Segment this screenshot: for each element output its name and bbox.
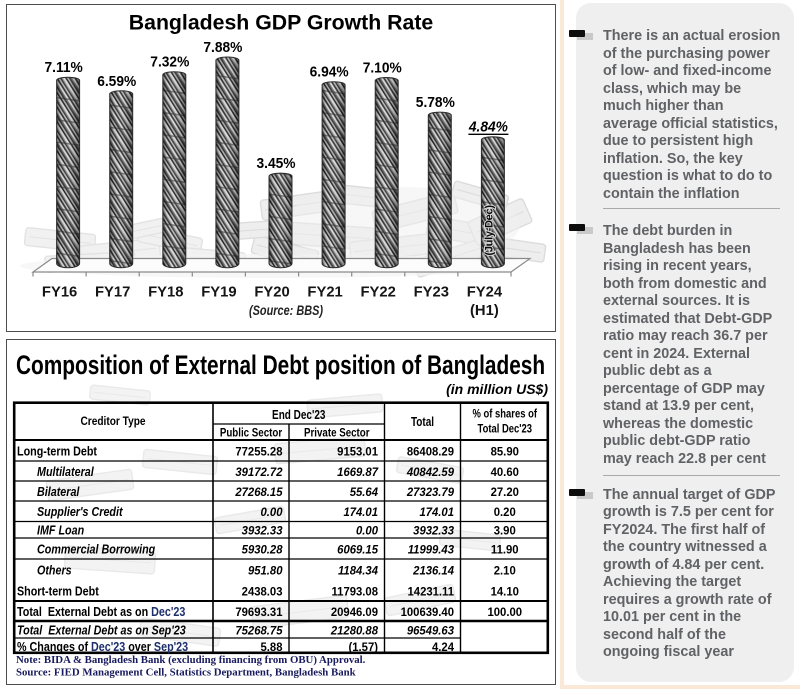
svg-text:6069.15: 6069.15 [337,542,378,557]
svg-text:(July-Dec): (July-Dec) [484,205,496,256]
svg-text:5930.28: 5930.28 [242,542,283,557]
svg-text:Public Sector: Public Sector [220,427,283,440]
svg-text:79693.31: 79693.31 [235,604,283,619]
svg-text:Source: FIED Management Cell,: Source: FIED Management Cell, Statistics… [16,667,356,679]
svg-text:FY16: FY16 [42,285,77,301]
svg-text:20946.09: 20946.09 [331,604,379,619]
svg-text:(Source: BBS): (Source: BBS) [249,303,323,319]
svg-text:FY19: FY19 [201,285,236,301]
svg-text:Total: Total [411,416,434,429]
svg-text:Commercial Borrowing: Commercial Borrowing [37,541,156,556]
svg-text:FY21: FY21 [307,285,342,301]
svg-text:Bangladesh GDP Growth Rate: Bangladesh GDP Growth Rate [129,10,434,34]
svg-text:(1.57): (1.57) [348,639,378,654]
svg-text:75268.75: 75268.75 [235,623,283,638]
svg-text:4.24: 4.24 [432,639,454,654]
svg-text:100639.40: 100639.40 [401,604,455,619]
svg-text:2136.14: 2136.14 [412,563,454,578]
svg-text:Multilateral: Multilateral [37,464,94,479]
svg-text:39172.72: 39172.72 [235,464,283,479]
svg-text:Composition of External Debt p: Composition of External Debt position of… [16,351,545,381]
svg-text:End Dec'23: End Dec'23 [272,409,325,422]
svg-text:FY24: FY24 [467,285,503,301]
svg-text:(H1): (H1) [470,303,499,319]
svg-text:Note: BIDA & Bangladesh Bank (: Note: BIDA & Bangladesh Bank (excluding … [16,654,366,666]
svg-text:6.94%: 6.94% [310,63,349,79]
svg-text:2438.03: 2438.03 [242,584,283,599]
svg-text:11999.43: 11999.43 [408,542,455,557]
svg-text:3932.33: 3932.33 [413,523,454,538]
svg-text:40.60: 40.60 [491,464,520,479]
svg-text:5.88: 5.88 [261,639,283,654]
svg-text:Total External Debt as on Sep: Total External Debt as on Sep'23 [17,622,186,637]
svg-text:174.01: 174.01 [343,505,378,520]
svg-text:14231.11: 14231.11 [408,584,455,599]
svg-text:FY22: FY22 [361,285,396,301]
svg-text:Short-term Debt: Short-term Debt [17,583,99,598]
svg-text:7.88%: 7.88% [203,39,242,55]
svg-text:Bilateral: Bilateral [37,484,80,499]
svg-text:3.45%: 3.45% [256,155,295,171]
svg-text:3932.33: 3932.33 [242,523,283,538]
svg-text:7.11%: 7.11% [44,59,83,75]
svg-text:Creditor Type: Creditor Type [80,415,145,428]
svg-text:11793.08: 11793.08 [332,584,379,599]
svg-text:21280.88: 21280.88 [330,623,378,638]
svg-text:40842.59: 40842.59 [406,464,454,479]
svg-text:27268.15: 27268.15 [234,484,282,499]
svg-text:(in million US$): (in million US$) [446,381,548,397]
svg-text:Total Dec'23: Total Dec'23 [478,423,533,436]
svg-text:2.10: 2.10 [494,563,516,578]
svg-text:4.84%: 4.84% [468,118,508,134]
svg-text:Total External Debt as on Dec: Total External Debt as on Dec'23 [17,604,186,619]
svg-text:55.64: 55.64 [350,484,379,499]
svg-text:6.59%: 6.59% [97,72,136,88]
svg-text:0.20: 0.20 [494,505,516,520]
svg-text:Private Sector: Private Sector [304,427,370,440]
svg-text:96549.63: 96549.63 [407,623,455,638]
svg-text:100.00: 100.00 [487,604,522,619]
svg-text:FY18: FY18 [148,285,183,301]
svg-text:7.32%: 7.32% [150,53,189,69]
svg-text:FY20: FY20 [254,285,289,301]
svg-text:86408.29: 86408.29 [407,444,455,459]
svg-text:174.01: 174.01 [419,505,454,520]
svg-text:85.90: 85.90 [491,444,520,459]
svg-text:Supplier's Credit: Supplier's Credit [37,504,124,519]
svg-text:1184.34: 1184.34 [338,563,378,578]
svg-text:3.90: 3.90 [494,523,516,538]
svg-text:FY17: FY17 [95,285,130,301]
svg-text:27.20: 27.20 [491,484,520,499]
svg-text:5.78%: 5.78% [416,94,455,110]
svg-text:1669.87: 1669.87 [337,464,379,479]
svg-text:0.00: 0.00 [356,523,378,538]
svg-text:Others: Others [37,562,72,577]
svg-text:951.80: 951.80 [248,563,283,578]
svg-text:% Changes of Dec'23 over Sep'2: % Changes of Dec'23 over Sep'23 [17,639,189,654]
svg-text:IMF Loan: IMF Loan [37,523,84,538]
svg-text:7.10%: 7.10% [363,59,402,75]
svg-text:77255.28: 77255.28 [235,444,283,459]
svg-text:0.00: 0.00 [261,505,283,520]
svg-text:FY23: FY23 [414,285,449,301]
svg-text:9153.01: 9153.01 [337,444,378,459]
svg-text:14.10: 14.10 [491,584,520,599]
svg-text:% of shares of: % of shares of [473,408,538,421]
svg-text:Long-term Debt: Long-term Debt [17,443,97,458]
svg-text:11.90: 11.90 [491,542,519,557]
svg-text:27323.79: 27323.79 [406,484,454,499]
